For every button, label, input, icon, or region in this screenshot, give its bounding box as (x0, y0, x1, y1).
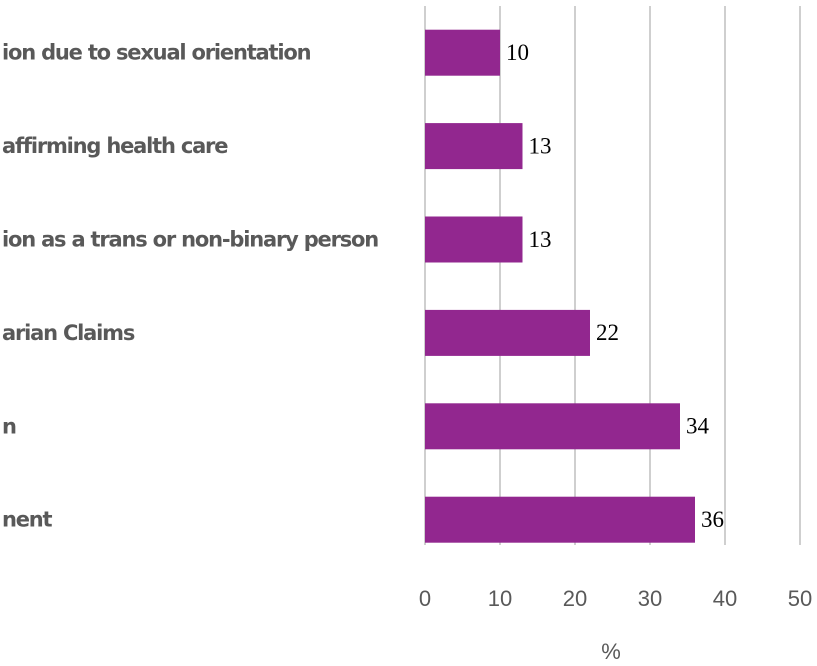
x-tick-label: 0 (419, 586, 431, 611)
x-tick-label: 50 (788, 586, 812, 611)
bar (425, 29, 500, 76)
x-tick-label: 10 (488, 586, 512, 611)
x-tick-label: 40 (713, 586, 737, 611)
y-tick-label: ion as a trans or non-binary person (2, 228, 378, 252)
y-tick-label: nent (2, 508, 53, 532)
y-tick-label: ion due to sexual orientation (2, 41, 311, 65)
data-label: 13 (529, 227, 552, 252)
data-label: 10 (506, 40, 529, 65)
data-label: 36 (701, 507, 724, 532)
x-axis-label: % (601, 639, 621, 664)
x-tick-label: 20 (563, 586, 587, 611)
data-label: 22 (596, 320, 619, 345)
x-tick-label: 30 (638, 586, 662, 611)
data-label: 13 (529, 133, 552, 158)
y-tick-label: affirming health care (2, 134, 228, 158)
bar (425, 403, 680, 450)
bar (425, 309, 590, 356)
bar (425, 216, 523, 263)
bar (425, 496, 695, 543)
y-tick-label: arian Claims (2, 321, 135, 345)
y-tick-label: n (2, 414, 16, 438)
bar (425, 123, 523, 170)
data-label: 34 (686, 414, 710, 439)
